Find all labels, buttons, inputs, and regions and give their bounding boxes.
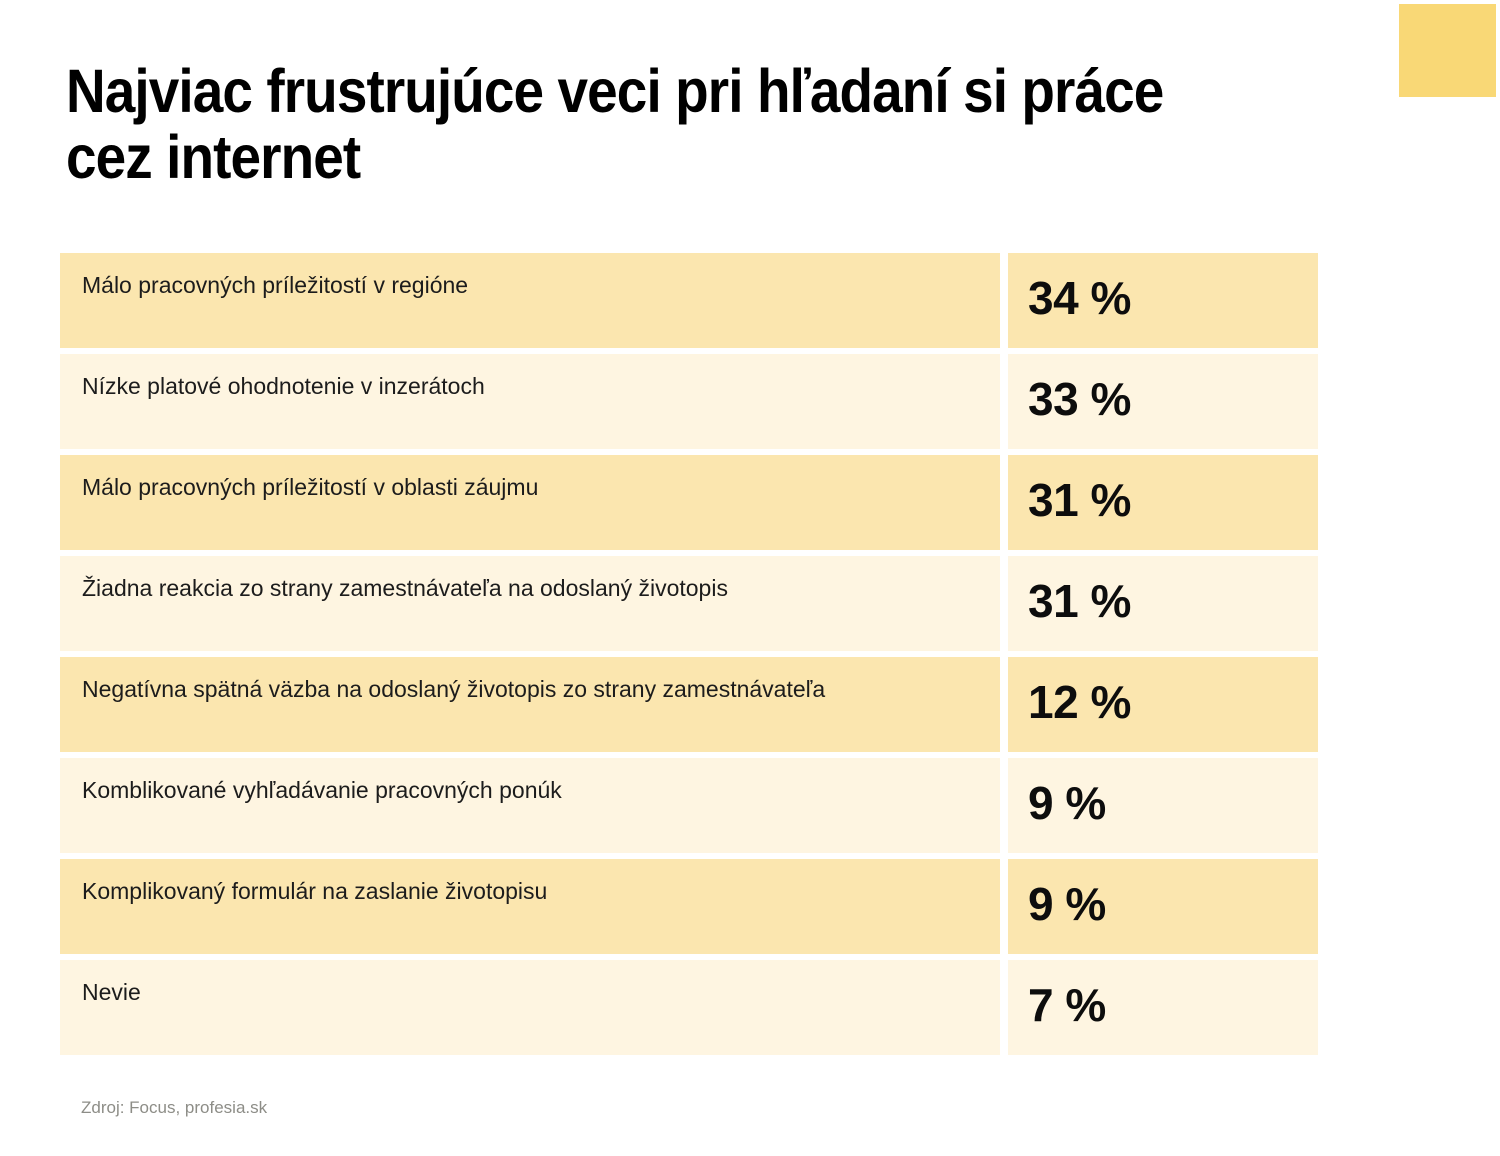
table-row: Nízke platové ohodnotenie v inzerátoch 33…	[60, 354, 1318, 449]
row-value: 9 %	[1008, 859, 1318, 954]
table-row: Komplikovaný formulár na zaslanie životo…	[60, 859, 1318, 954]
row-value: 7 %	[1008, 960, 1318, 1055]
row-value: 31 %	[1008, 556, 1318, 651]
table-row: Nevie 7 %	[60, 960, 1318, 1055]
source-note: Zdroj: Focus, profesia.sk	[81, 1098, 268, 1117]
table-row: Žiadna reakcia zo strany zamestnávateľa …	[60, 556, 1318, 651]
row-value: 33 %	[1008, 354, 1318, 449]
table-row: Negatívna spätná väzba na odoslaný život…	[60, 657, 1318, 752]
title-line-1: Najviac frustrujúce veci pri hľadaní si …	[66, 57, 1164, 125]
row-label: Málo pracovných príležitostí v oblasti z…	[60, 455, 1000, 550]
table-row: Málo pracovných príležitostí v oblasti z…	[60, 455, 1318, 550]
brand-square	[1399, 4, 1496, 97]
row-label: Komblikované vyhľadávanie pracovných pon…	[60, 758, 1000, 853]
row-label: Negatívna spätná väzba na odoslaný život…	[60, 657, 1000, 752]
row-value: 9 %	[1008, 758, 1318, 853]
row-value: 31 %	[1008, 455, 1318, 550]
frustrations-table: Málo pracovných príležitostí v regióne 34…	[60, 253, 1318, 1055]
row-value: 34 %	[1008, 253, 1318, 348]
title-line-2: cez internet	[66, 123, 361, 191]
row-value: 12 %	[1008, 657, 1318, 752]
row-label: Nevie	[60, 960, 1000, 1055]
row-label: Žiadna reakcia zo strany zamestnávateľa …	[60, 556, 1000, 651]
page-title: Najviac frustrujúce veci pri hľadaní si …	[66, 57, 1164, 191]
row-label: Komplikovaný formulár na zaslanie životo…	[60, 859, 1000, 954]
row-label: Nízke platové ohodnotenie v inzerátoch	[60, 354, 1000, 449]
table-row: Málo pracovných príležitostí v regióne 34…	[60, 253, 1318, 348]
row-label: Málo pracovných príležitostí v regióne	[60, 253, 1000, 348]
table-row: Komblikované vyhľadávanie pracovných pon…	[60, 758, 1318, 853]
